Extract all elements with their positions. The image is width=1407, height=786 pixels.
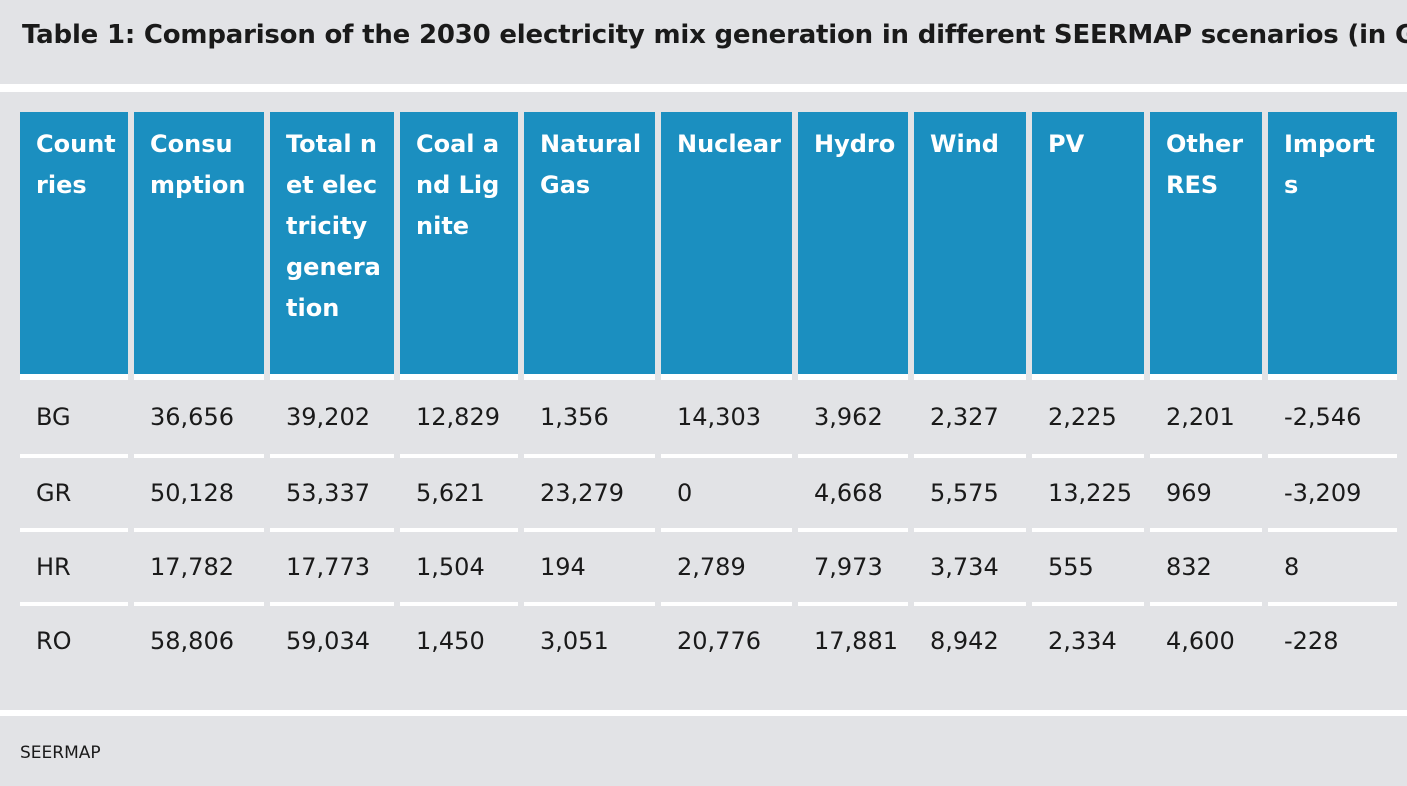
table-title: Table 1: Comparison of the 2030 electric… xyxy=(22,20,1407,50)
header-cell: Natural Gas xyxy=(524,112,655,374)
value-cell: 1,356 xyxy=(524,374,655,454)
value-cell: 2,201 xyxy=(1150,374,1262,454)
table-row: BG 36,656 39,202 12,829 1,356 14,303 3,962 2,32… xyxy=(20,374,1397,454)
value-cell: 2,334 xyxy=(1032,602,1144,676)
header-cell: Hydro xyxy=(798,112,908,374)
header-cell: Wind xyxy=(914,112,1026,374)
value-cell: 17,773 xyxy=(270,528,394,602)
value-cell: 14,303 xyxy=(661,374,792,454)
table-row: HR 17,782 17,773 1,504 194 2,789 7,973 3,734 555… xyxy=(20,528,1397,602)
value-cell: 3,962 xyxy=(798,374,908,454)
value-cell: 17,782 xyxy=(134,528,264,602)
header-cell: Imports xyxy=(1268,112,1397,374)
value-cell: 59,034 xyxy=(270,602,394,676)
electricity-mix-table: Countries Consumption Total net electric… xyxy=(14,112,1403,676)
value-cell: 58,806 xyxy=(134,602,264,676)
value-cell: 4,600 xyxy=(1150,602,1262,676)
value-cell: 832 xyxy=(1150,528,1262,602)
value-cell: -3,209 xyxy=(1268,454,1397,528)
value-cell: 5,621 xyxy=(400,454,518,528)
value-cell: -228 xyxy=(1268,602,1397,676)
value-cell: 7,973 xyxy=(798,528,908,602)
value-cell: 39,202 xyxy=(270,374,394,454)
value-cell: 8 xyxy=(1268,528,1397,602)
value-cell: 2,789 xyxy=(661,528,792,602)
header-cell: Nuclear xyxy=(661,112,792,374)
value-cell: 2,225 xyxy=(1032,374,1144,454)
source-label: SEERMAP xyxy=(20,743,101,763)
table-body: BG 36,656 39,202 12,829 1,356 14,303 3,962 2,32… xyxy=(20,374,1397,676)
value-cell: 53,337 xyxy=(270,454,394,528)
country-cell: RO xyxy=(20,602,128,676)
title-bar: Table 1: Comparison of the 2030 electric… xyxy=(0,0,1407,84)
value-cell: 3,734 xyxy=(914,528,1026,602)
value-cell: 5,575 xyxy=(914,454,1026,528)
value-cell: 194 xyxy=(524,528,655,602)
value-cell: 20,776 xyxy=(661,602,792,676)
header-cell: PV xyxy=(1032,112,1144,374)
value-cell: -2,546 xyxy=(1268,374,1397,454)
value-cell: 3,051 xyxy=(524,602,655,676)
country-cell: GR xyxy=(20,454,128,528)
value-cell: 1,450 xyxy=(400,602,518,676)
value-cell: 555 xyxy=(1032,528,1144,602)
footer: SEERMAP xyxy=(0,716,1407,786)
header-cell: Other RES xyxy=(1150,112,1262,374)
country-cell: HR xyxy=(20,528,128,602)
value-cell: 13,225 xyxy=(1032,454,1144,528)
value-cell: 969 xyxy=(1150,454,1262,528)
value-cell: 0 xyxy=(661,454,792,528)
value-cell: 36,656 xyxy=(134,374,264,454)
value-cell: 8,942 xyxy=(914,602,1026,676)
country-cell: BG xyxy=(20,374,128,454)
value-cell: 2,327 xyxy=(914,374,1026,454)
header-cell: Consumption xyxy=(134,112,264,374)
header-cell: Coal and Lignite xyxy=(400,112,518,374)
table-row: RO 58,806 59,034 1,450 3,051 20,776 17,881 8,94… xyxy=(20,602,1397,676)
value-cell: 1,504 xyxy=(400,528,518,602)
value-cell: 50,128 xyxy=(134,454,264,528)
table-panel: Countries Consumption Total net electric… xyxy=(0,92,1407,710)
header-row: Countries Consumption Total net electric… xyxy=(20,112,1397,374)
value-cell: 12,829 xyxy=(400,374,518,454)
value-cell: 23,279 xyxy=(524,454,655,528)
header-cell: Total net electricity generation xyxy=(270,112,394,374)
table-row: GR 50,128 53,337 5,621 23,279 0 4,668 5,575 13,2… xyxy=(20,454,1397,528)
header-cell: Countries xyxy=(20,112,128,374)
value-cell: 17,881 xyxy=(798,602,908,676)
value-cell: 4,668 xyxy=(798,454,908,528)
